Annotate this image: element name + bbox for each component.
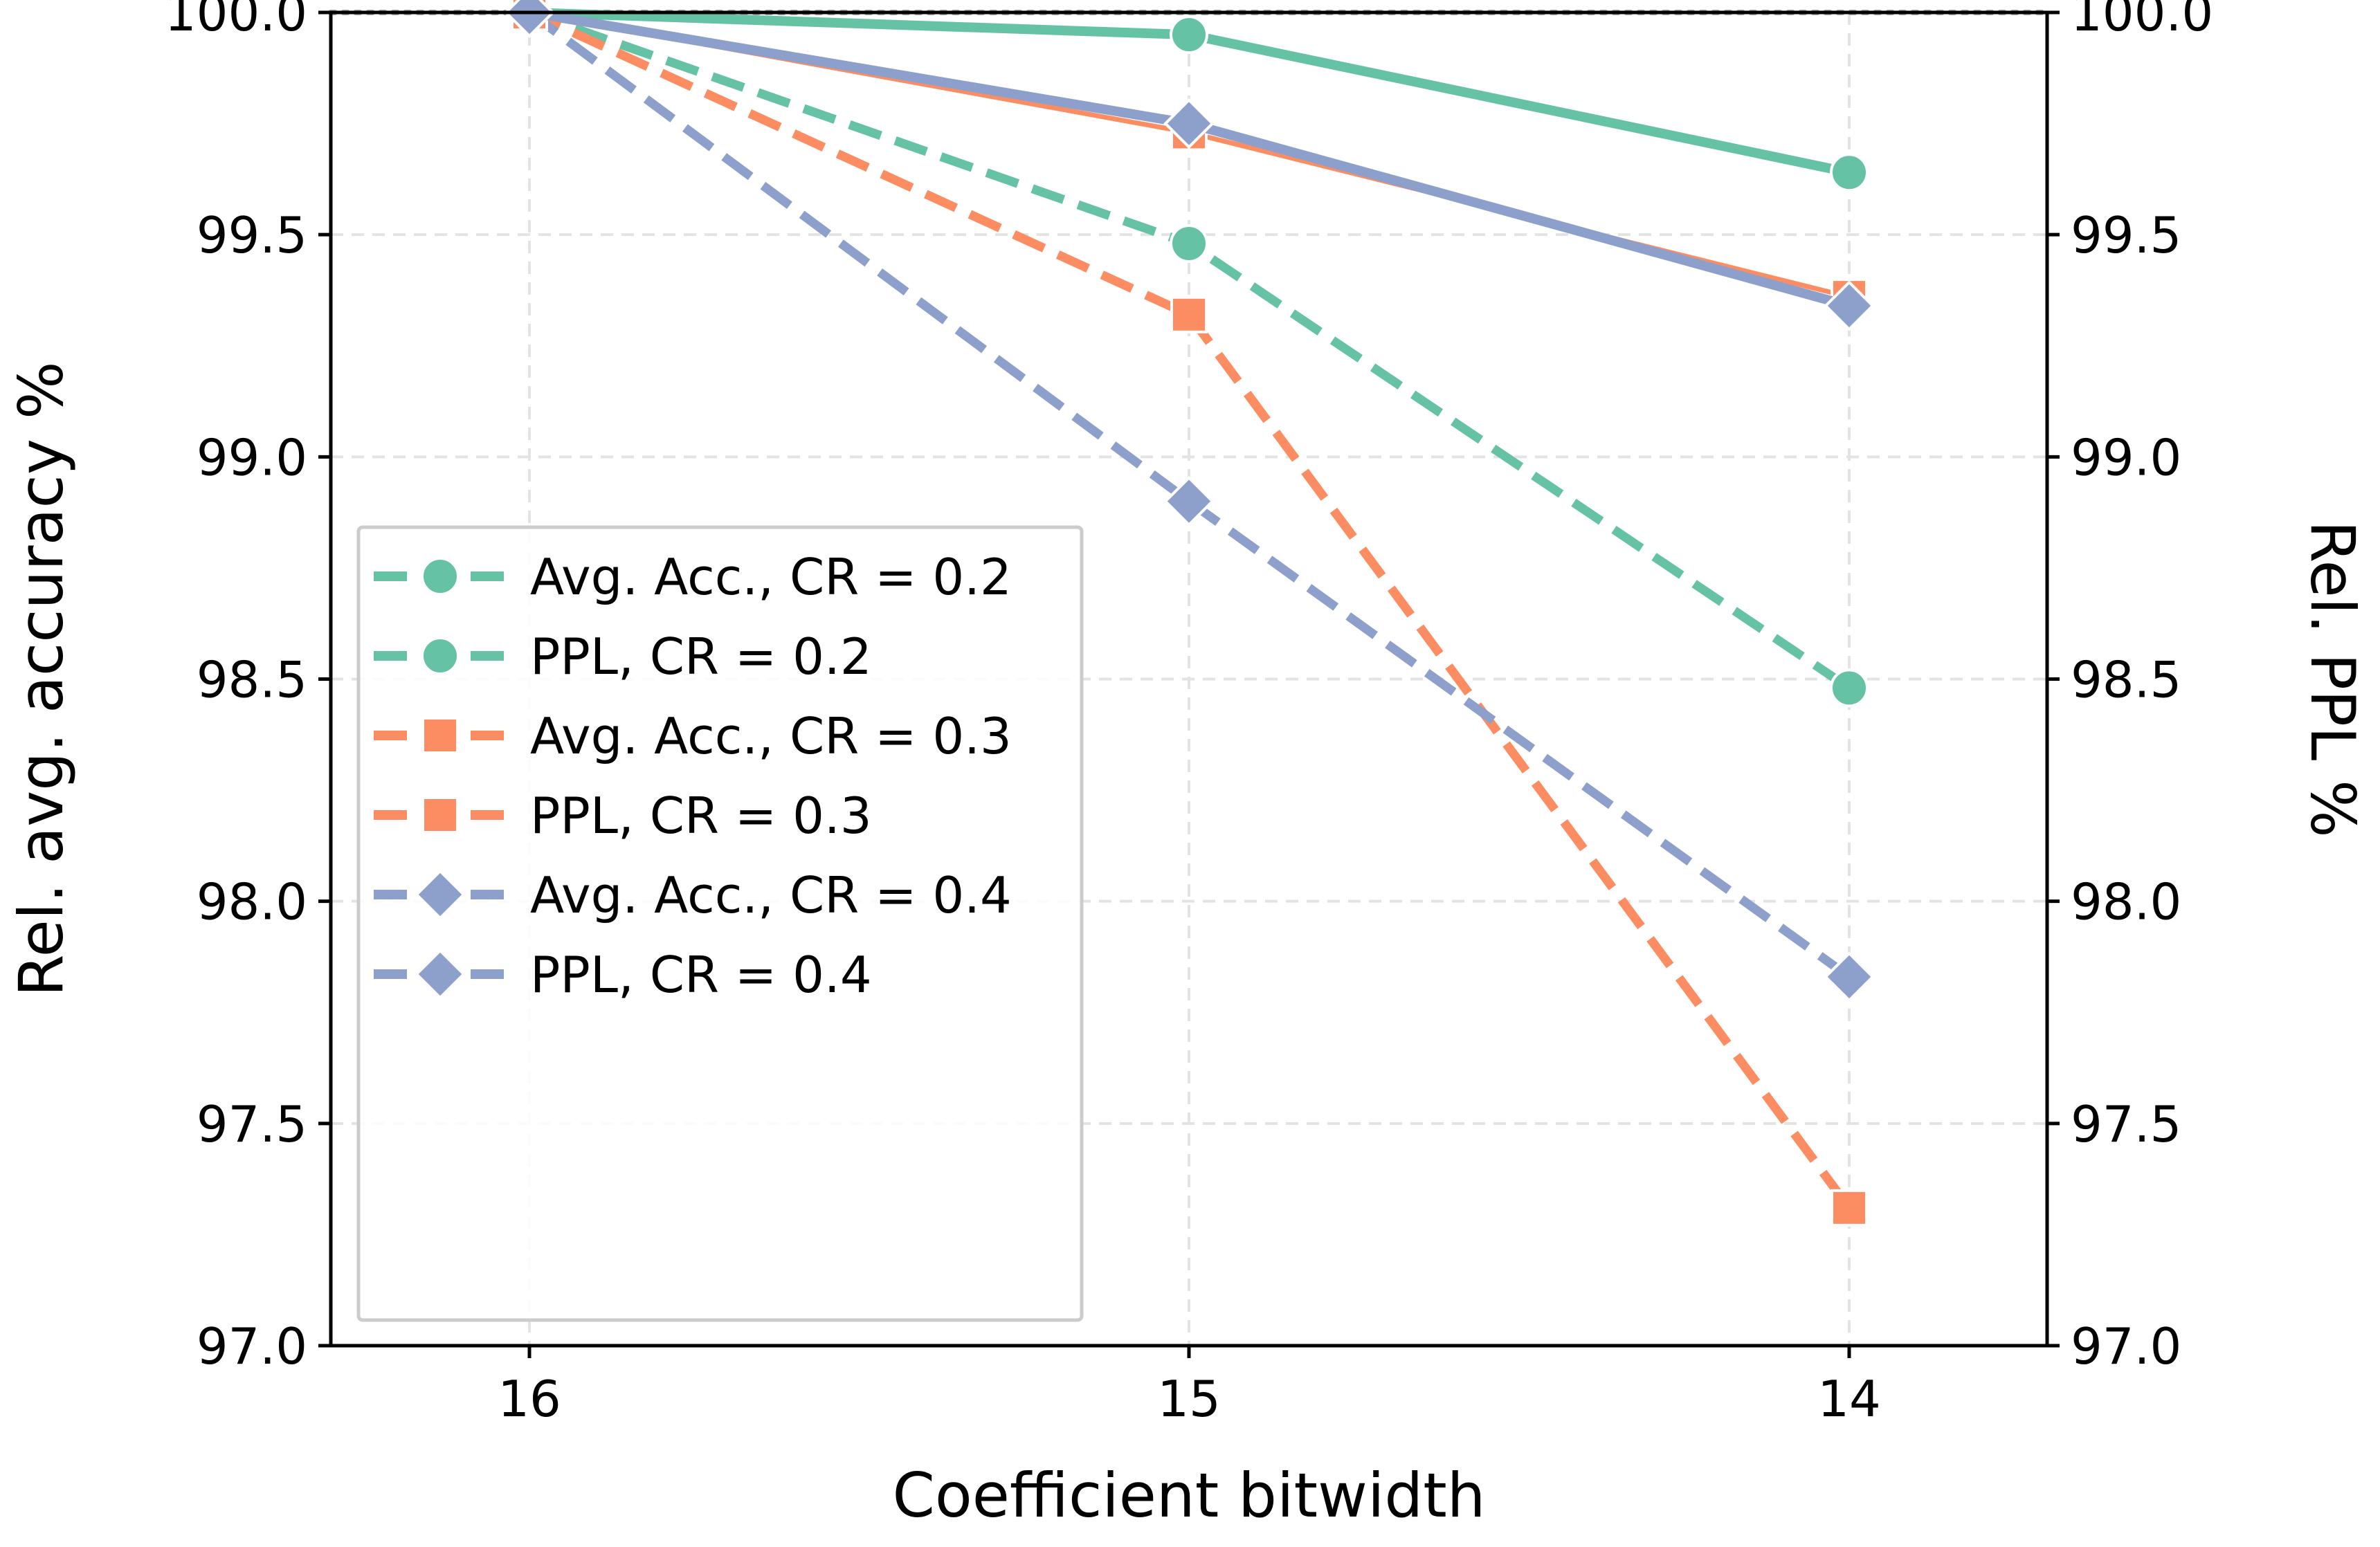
axes: 97.0 97.0 97.5 97.5 98.0 98.0 98.5 98.5 99.0 99.0… [165, 0, 2213, 1428]
y-axis-title-right: Rel. PPL % [2297, 520, 2368, 837]
legend-swatch-marker [421, 717, 459, 754]
legend-entry-avg-acc-cr-0-2: Avg. Acc., CR = 0.2 [374, 548, 1012, 606]
legend-entry-ppl-cr-0-2: PPL, CR = 0.2 [374, 628, 872, 686]
y-tick-label-right-2: 98.0 [2071, 873, 2181, 931]
series-line-ppl-cr-0-4 [527, 8, 1852, 981]
legend-label: PPL, CR = 0.3 [530, 787, 872, 845]
x-tick-label-0: 16 [498, 1370, 561, 1428]
y-axis-title-left: Rel. avg. accuracy % [6, 361, 77, 996]
series-avg-acc-cr-0-4 [504, 0, 1875, 331]
legend-entry-ppl-cr-0-3: PPL, CR = 0.3 [374, 787, 872, 845]
legend-box [356, 525, 1084, 1322]
data-point-ppl-cr-0-3-2 [1831, 1189, 1868, 1227]
legend: Avg. Acc., CR = 0.2 PPL, CR = 0.2 Avg. Acc… [356, 525, 1084, 1322]
data-point-avg-acc-cr-0-4-0 [504, 0, 555, 38]
data-point-avg-acc-cr-0-4-2 [1824, 280, 1875, 331]
data-point-ppl-cr-0-3-1 [1170, 295, 1208, 333]
legend-swatch-marker [415, 869, 466, 920]
series-ppl-cr-0-2 [510, 0, 1869, 708]
series-group [504, 0, 1875, 1227]
legend-label: PPL, CR = 0.2 [530, 628, 872, 686]
y-tick-label-left-1: 97.5 [197, 1095, 307, 1153]
legend-swatch-marker [415, 949, 466, 1000]
legend-entry-avg-acc-cr-0-3: Avg. Acc., CR = 0.3 [374, 707, 1012, 765]
data-point-avg-acc-cr-0-2-2 [1830, 153, 1869, 192]
legend-swatch-marker [421, 557, 460, 596]
y-tick-label-right-4: 99.0 [2071, 428, 2181, 486]
legend-label: Avg. Acc., CR = 0.2 [530, 548, 1012, 606]
legend-swatch-marker [421, 796, 459, 834]
x-tick-label-2: 14 [1817, 1370, 1881, 1428]
y-tick-label-left-4: 99.0 [197, 428, 307, 486]
series-line-ppl-cr-0-3 [527, 8, 1853, 1211]
y-tick-label-left-5: 99.5 [197, 206, 307, 264]
data-point-avg-acc-cr-0-2-1 [1170, 15, 1208, 55]
y-tick-label-right-0: 97.0 [2071, 1317, 2181, 1375]
legend-entry-avg-acc-cr-0-4: Avg. Acc., CR = 0.4 [374, 866, 1012, 924]
x-axis-title: Coefficient bitwidth [892, 1460, 1485, 1531]
y-tick-label-right-5: 99.5 [2071, 206, 2181, 264]
data-point-ppl-cr-0-4-1 [1163, 475, 1215, 527]
y-tick-label-right-6: 100.0 [2071, 0, 2213, 42]
y-tick-label-right-1: 97.5 [2071, 1095, 2181, 1153]
data-point-ppl-cr-0-2-2 [1830, 668, 1869, 708]
legend-label: PPL, CR = 0.4 [530, 946, 872, 1004]
data-point-ppl-cr-0-4-2 [1824, 951, 1875, 1003]
y-tick-label-left-2: 98.0 [197, 873, 307, 931]
y-tick-label-right-3: 98.5 [2071, 651, 2181, 709]
legend-entries: Avg. Acc., CR = 0.2 PPL, CR = 0.2 Avg. Acc… [374, 548, 1012, 1004]
data-point-ppl-cr-0-2-1 [1170, 224, 1208, 264]
legend-swatch-marker [421, 637, 460, 675]
y-tick-label-left-3: 98.5 [197, 651, 307, 709]
legend-label: Avg. Acc., CR = 0.4 [530, 866, 1012, 924]
y-tick-label-left-0: 97.0 [197, 1317, 307, 1375]
y-tick-label-left-6: 100.0 [165, 0, 307, 42]
data-point-avg-acc-cr-0-4-1 [1163, 98, 1215, 149]
legend-entry-ppl-cr-0-4: PPL, CR = 0.4 [374, 946, 872, 1004]
legend-label: Avg. Acc., CR = 0.3 [530, 707, 1012, 765]
x-tick-label-1: 15 [1157, 1370, 1221, 1428]
